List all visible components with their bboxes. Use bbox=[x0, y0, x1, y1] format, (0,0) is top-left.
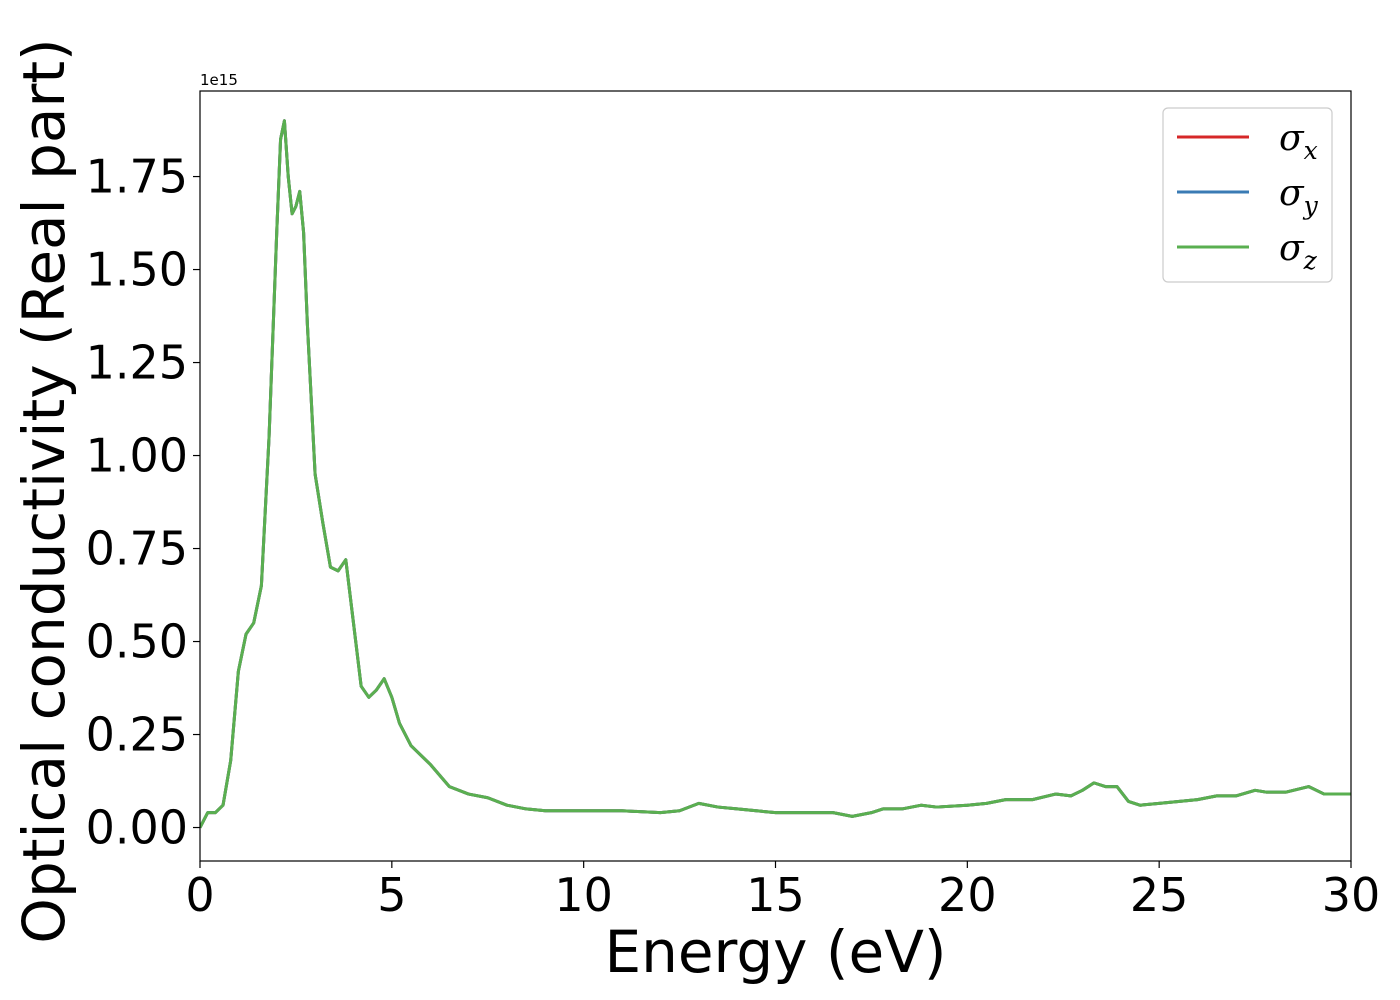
x-axis-label: Energy (eV) bbox=[604, 918, 946, 986]
legend: σx σy σz bbox=[1162, 107, 1333, 283]
y-tick-label: 0.00 bbox=[86, 801, 188, 855]
x-axis: 0 5 10 15 20 25 30 bbox=[185, 861, 1380, 922]
y-tick-label: 0.25 bbox=[86, 708, 188, 762]
plot-area bbox=[200, 119, 1351, 829]
legend-label-z: σz bbox=[1279, 228, 1318, 275]
y-tick-label: 0.50 bbox=[86, 615, 188, 669]
y-tick-label: 1.25 bbox=[86, 336, 188, 390]
legend-label-y: σy bbox=[1279, 173, 1319, 220]
series-line-z bbox=[200, 119, 1351, 829]
x-tick-label: 30 bbox=[1322, 868, 1381, 922]
y-axis: 0.00 0.25 0.50 0.75 1.00 1.25 1.50 1.75 bbox=[86, 150, 200, 855]
x-tick-label: 20 bbox=[938, 868, 997, 922]
y-tick-label: 0.75 bbox=[86, 522, 188, 576]
y-tick-label: 1.00 bbox=[86, 429, 188, 483]
y-tick-label: 1.75 bbox=[86, 150, 188, 204]
y-offset-text: 1e15 bbox=[200, 71, 238, 89]
x-tick-label: 15 bbox=[746, 868, 805, 922]
x-tick-label: 10 bbox=[554, 868, 613, 922]
y-tick-label: 1.50 bbox=[86, 243, 188, 297]
x-tick-label: 25 bbox=[1130, 868, 1189, 922]
legend-label-x: σx bbox=[1279, 118, 1318, 165]
x-tick-label: 5 bbox=[377, 868, 406, 922]
y-axis-label: Optical conductivity (Real part) bbox=[10, 38, 78, 943]
x-tick-label: 0 bbox=[185, 868, 214, 922]
legend-box bbox=[1162, 107, 1333, 283]
